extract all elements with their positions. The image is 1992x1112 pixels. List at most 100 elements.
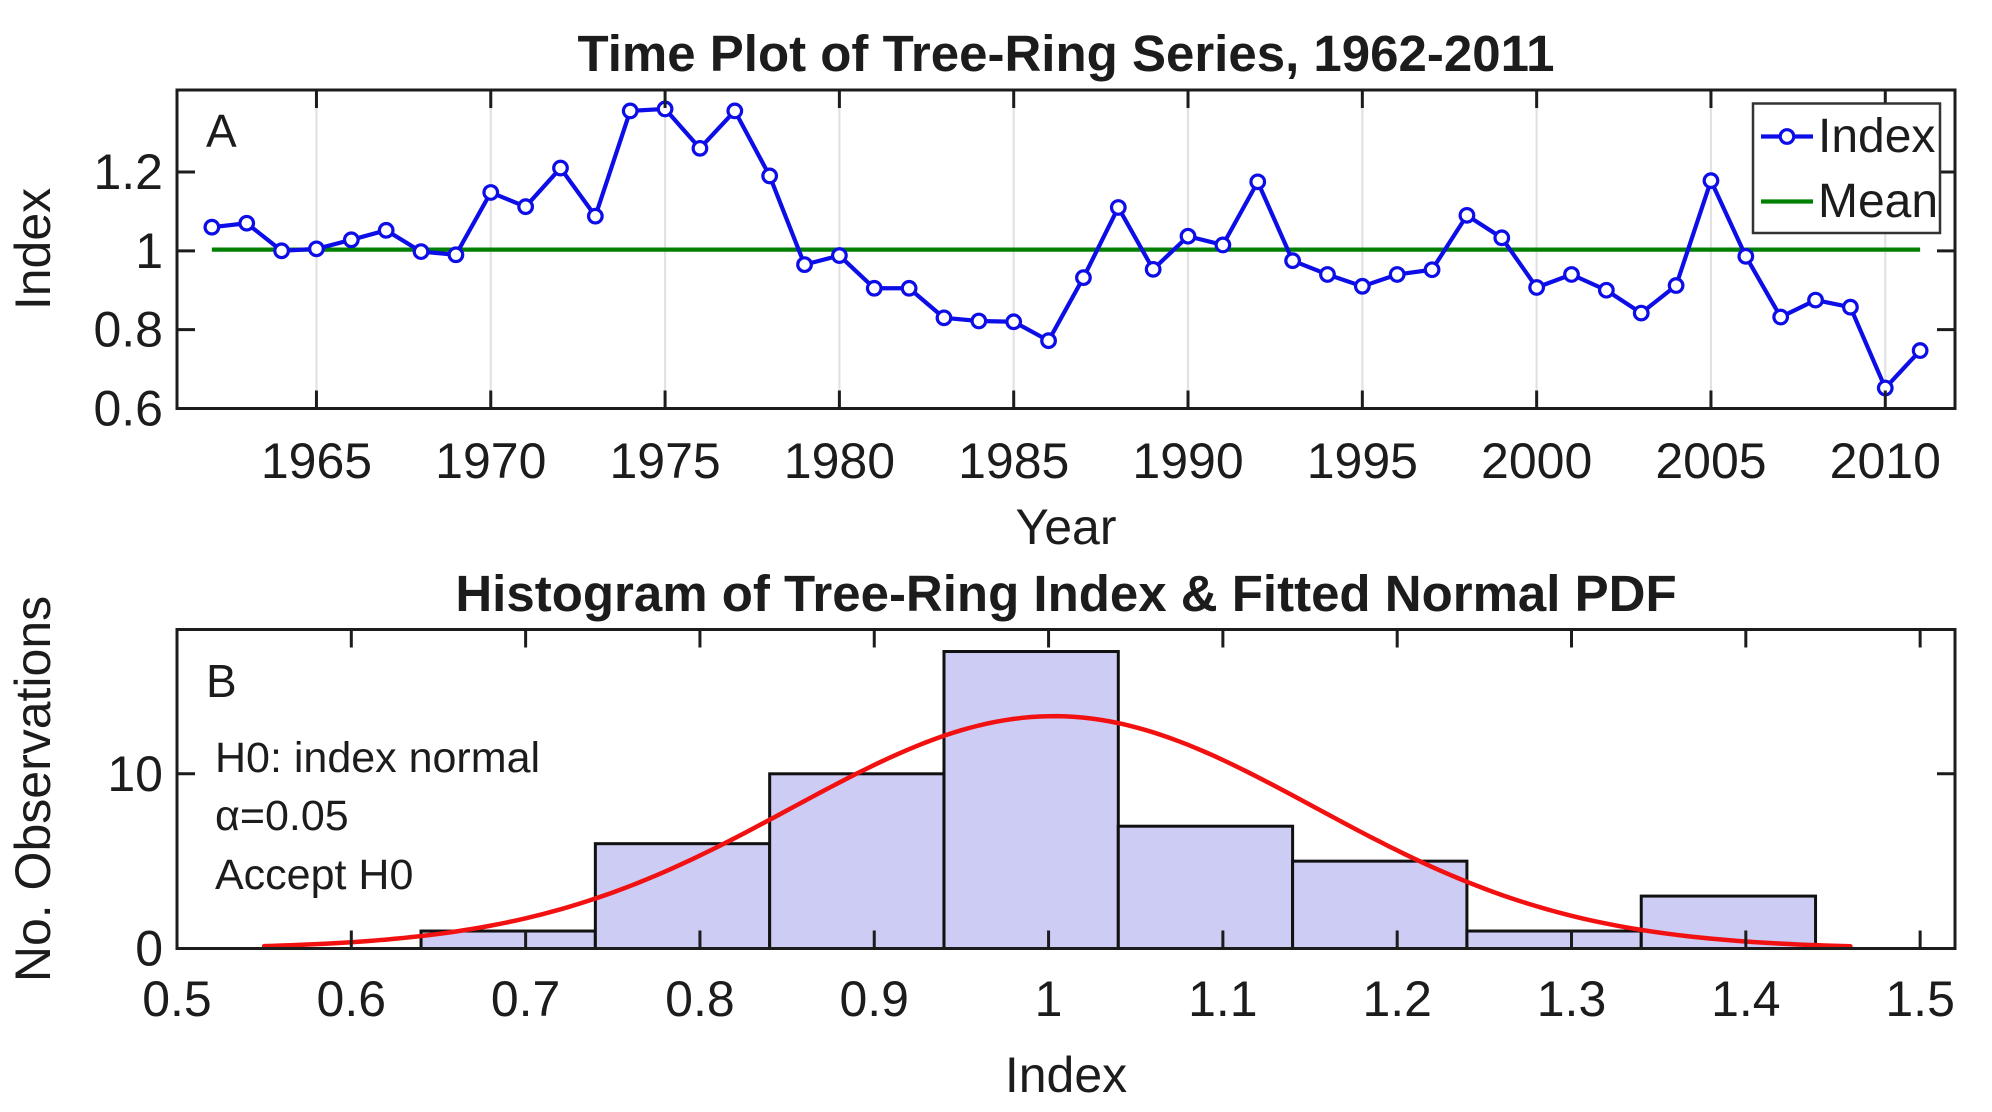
legend-box <box>1751 102 1942 235</box>
y-tick-label: 0 <box>135 921 163 977</box>
y-tick-label: 1.2 <box>93 144 163 200</box>
histogram-bar <box>1465 929 1643 950</box>
panel-a: 1965 1970 1975 1980 1985 1990 1995 2000 2005 2010… <box>5 25 1957 555</box>
panel-a-title: Time Plot of Tree-Ring Series, 1962-2011 <box>578 25 1555 82</box>
hypothesis-annotation: H0: index normal α=0.05 Accept H0 <box>215 734 540 899</box>
data-point-marker <box>586 207 604 225</box>
data-point-marker <box>761 167 779 185</box>
x-tick-label: 0.6 <box>317 971 387 1027</box>
data-point-marker <box>1528 279 1546 296</box>
data-point-marker <box>970 312 988 330</box>
y-tick-label: 1 <box>135 223 163 279</box>
x-tick-label: 0.9 <box>839 971 909 1027</box>
data-point-marker <box>1249 173 1267 191</box>
data-point-marker <box>1493 229 1511 247</box>
plot-frame <box>175 628 1957 950</box>
annotation-alpha: α=0.05 <box>215 792 349 840</box>
data-point-marker <box>1284 252 1302 270</box>
data-point-marker <box>1388 266 1406 283</box>
x-tick-label: 1975 <box>609 433 720 489</box>
y-tick-label: 10 <box>107 746 163 802</box>
data-point-marker <box>726 102 744 120</box>
histogram-bar <box>768 772 946 950</box>
x-tick-label: 1.5 <box>1885 971 1955 1027</box>
data-point-marker <box>865 279 883 297</box>
y-tick-label: 0.8 <box>93 302 163 358</box>
legend: Index Mean <box>1751 102 1942 235</box>
data-point-marker <box>1702 172 1720 190</box>
x-tick-label: 2010 <box>1830 433 1941 489</box>
x-tick-label: 1965 <box>261 433 372 489</box>
data-point-marker <box>1807 291 1824 309</box>
x-tick-label: 1980 <box>784 433 895 489</box>
x-tick-label: 1990 <box>1132 433 1243 489</box>
x-tick-label: 1.1 <box>1188 971 1258 1027</box>
data-point-marker <box>900 279 918 297</box>
x-tick-label: 0.8 <box>665 971 735 1027</box>
x-tick-label: 1 <box>1035 971 1063 1027</box>
data-point-marker <box>1075 269 1092 287</box>
data-point-marker <box>1005 313 1023 331</box>
data-point-marker <box>621 102 639 120</box>
data-point-marker <box>691 139 709 157</box>
x-tick-label: 1.4 <box>1711 971 1781 1027</box>
plot-frame <box>175 88 1957 410</box>
x-tick-label: 1.2 <box>1362 971 1432 1027</box>
histogram-bar <box>942 650 1120 950</box>
x-tick-label: 1985 <box>958 433 1069 489</box>
data-point-marker <box>1423 261 1441 279</box>
panel-a-ylabel: Index <box>5 188 61 310</box>
data-point-marker <box>1563 266 1580 283</box>
x-tick-label: 2005 <box>1655 433 1766 489</box>
annotation-accept: Accept H0 <box>215 851 413 899</box>
x-tick-label: 2000 <box>1481 433 1592 489</box>
data-point-marker <box>1772 308 1790 326</box>
panel-b-axes-frame <box>175 628 1957 950</box>
data-point-marker <box>1911 342 1929 359</box>
data-point-marker <box>1353 277 1371 295</box>
data-point-marker <box>1737 247 1755 265</box>
panel-a-corner-label: A <box>206 105 237 157</box>
panel-b-histogram-bars <box>419 650 1818 950</box>
data-point-marker <box>1458 206 1476 224</box>
x-tick-label: 1995 <box>1307 433 1418 489</box>
panel-b-tick-labels: 0.5 0.6 0.7 0.8 0.9 1 1.1 1.2 1.3 1.4 1.5 0 10 <box>107 746 1955 1027</box>
x-tick-label: 1970 <box>435 433 546 489</box>
legend-label-mean: Mean <box>1818 175 1938 228</box>
histogram-bar <box>593 842 772 950</box>
data-point-marker <box>308 240 325 258</box>
data-point-marker <box>1632 304 1650 322</box>
panel-b-normal-pdf-curve <box>261 713 1853 949</box>
annotation-h0: H0: index normal <box>215 734 540 782</box>
data-point-marker <box>1179 227 1197 245</box>
data-point-marker <box>830 247 848 264</box>
x-tick-label: 1.3 <box>1537 971 1607 1027</box>
panel-b-corner-label: B <box>206 655 237 707</box>
panel-b-title: Histogram of Tree-Ring Index & Fitted No… <box>455 565 1676 622</box>
data-point-marker <box>1842 298 1859 316</box>
data-point-marker <box>1319 266 1336 283</box>
panel-a-series <box>203 100 1929 397</box>
normal-pdf-line <box>261 713 1853 949</box>
data-point-marker <box>238 214 256 232</box>
data-point-marker <box>1597 281 1615 299</box>
data-point-marker <box>1214 236 1232 254</box>
data-point-marker <box>412 243 430 261</box>
x-tick-label: 0.5 <box>142 971 212 1027</box>
y-tick-label: 0.6 <box>93 381 163 437</box>
data-point-marker <box>273 242 290 260</box>
legend-label-index: Index <box>1818 110 1935 163</box>
histogram-bar <box>1116 824 1295 950</box>
legend-index-marker-icon <box>1778 128 1796 145</box>
data-point-marker <box>1109 199 1127 216</box>
data-point-marker <box>203 218 221 236</box>
data-point-marker <box>342 231 360 249</box>
histogram-bar <box>1291 859 1469 950</box>
data-point-marker <box>552 159 569 177</box>
panel-b-ylabel: No. Observations <box>5 596 61 982</box>
data-point-marker <box>517 198 535 216</box>
data-point-marker <box>1667 277 1685 294</box>
data-point-marker <box>796 256 813 274</box>
